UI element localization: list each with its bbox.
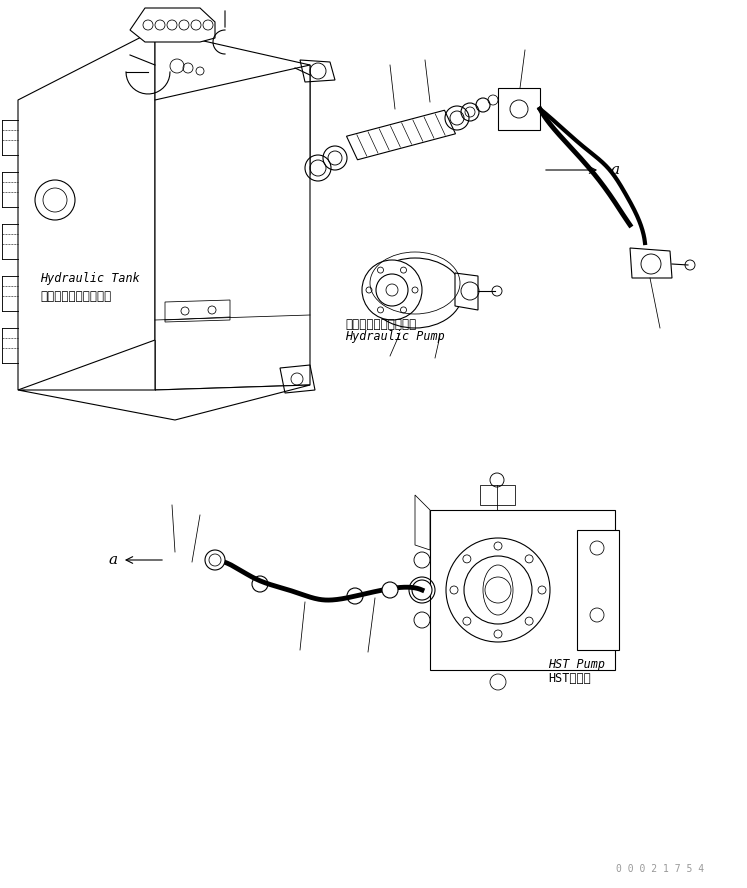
Bar (577, 530, 619, 650)
Polygon shape (155, 30, 310, 175)
Circle shape (382, 582, 398, 598)
Polygon shape (347, 110, 456, 160)
Text: ハイドロリックポンプ: ハイドロリックポンプ (345, 318, 416, 331)
Text: Hydraulic Tank: Hydraulic Tank (40, 272, 140, 285)
Polygon shape (18, 30, 155, 390)
Ellipse shape (368, 258, 462, 328)
Text: HST Pump: HST Pump (548, 658, 605, 671)
Bar (480, 485, 515, 505)
Bar (430, 510, 615, 670)
Polygon shape (130, 8, 215, 42)
Text: a: a (108, 553, 117, 567)
Text: 0 0 0 2 1 7 5 4: 0 0 0 2 1 7 5 4 (616, 864, 704, 874)
Polygon shape (155, 65, 310, 390)
Bar (498, 88, 540, 130)
Polygon shape (18, 385, 310, 420)
Text: ハイドロリックタンク: ハイドロリックタンク (40, 290, 111, 303)
Circle shape (362, 260, 422, 320)
Polygon shape (630, 248, 672, 278)
Circle shape (446, 538, 550, 642)
Circle shape (205, 550, 225, 570)
Text: HSTポンプ: HSTポンプ (548, 672, 591, 685)
Polygon shape (455, 273, 478, 310)
Circle shape (412, 580, 432, 600)
Text: a: a (610, 163, 619, 177)
Text: Hydraulic Pump: Hydraulic Pump (345, 330, 444, 343)
